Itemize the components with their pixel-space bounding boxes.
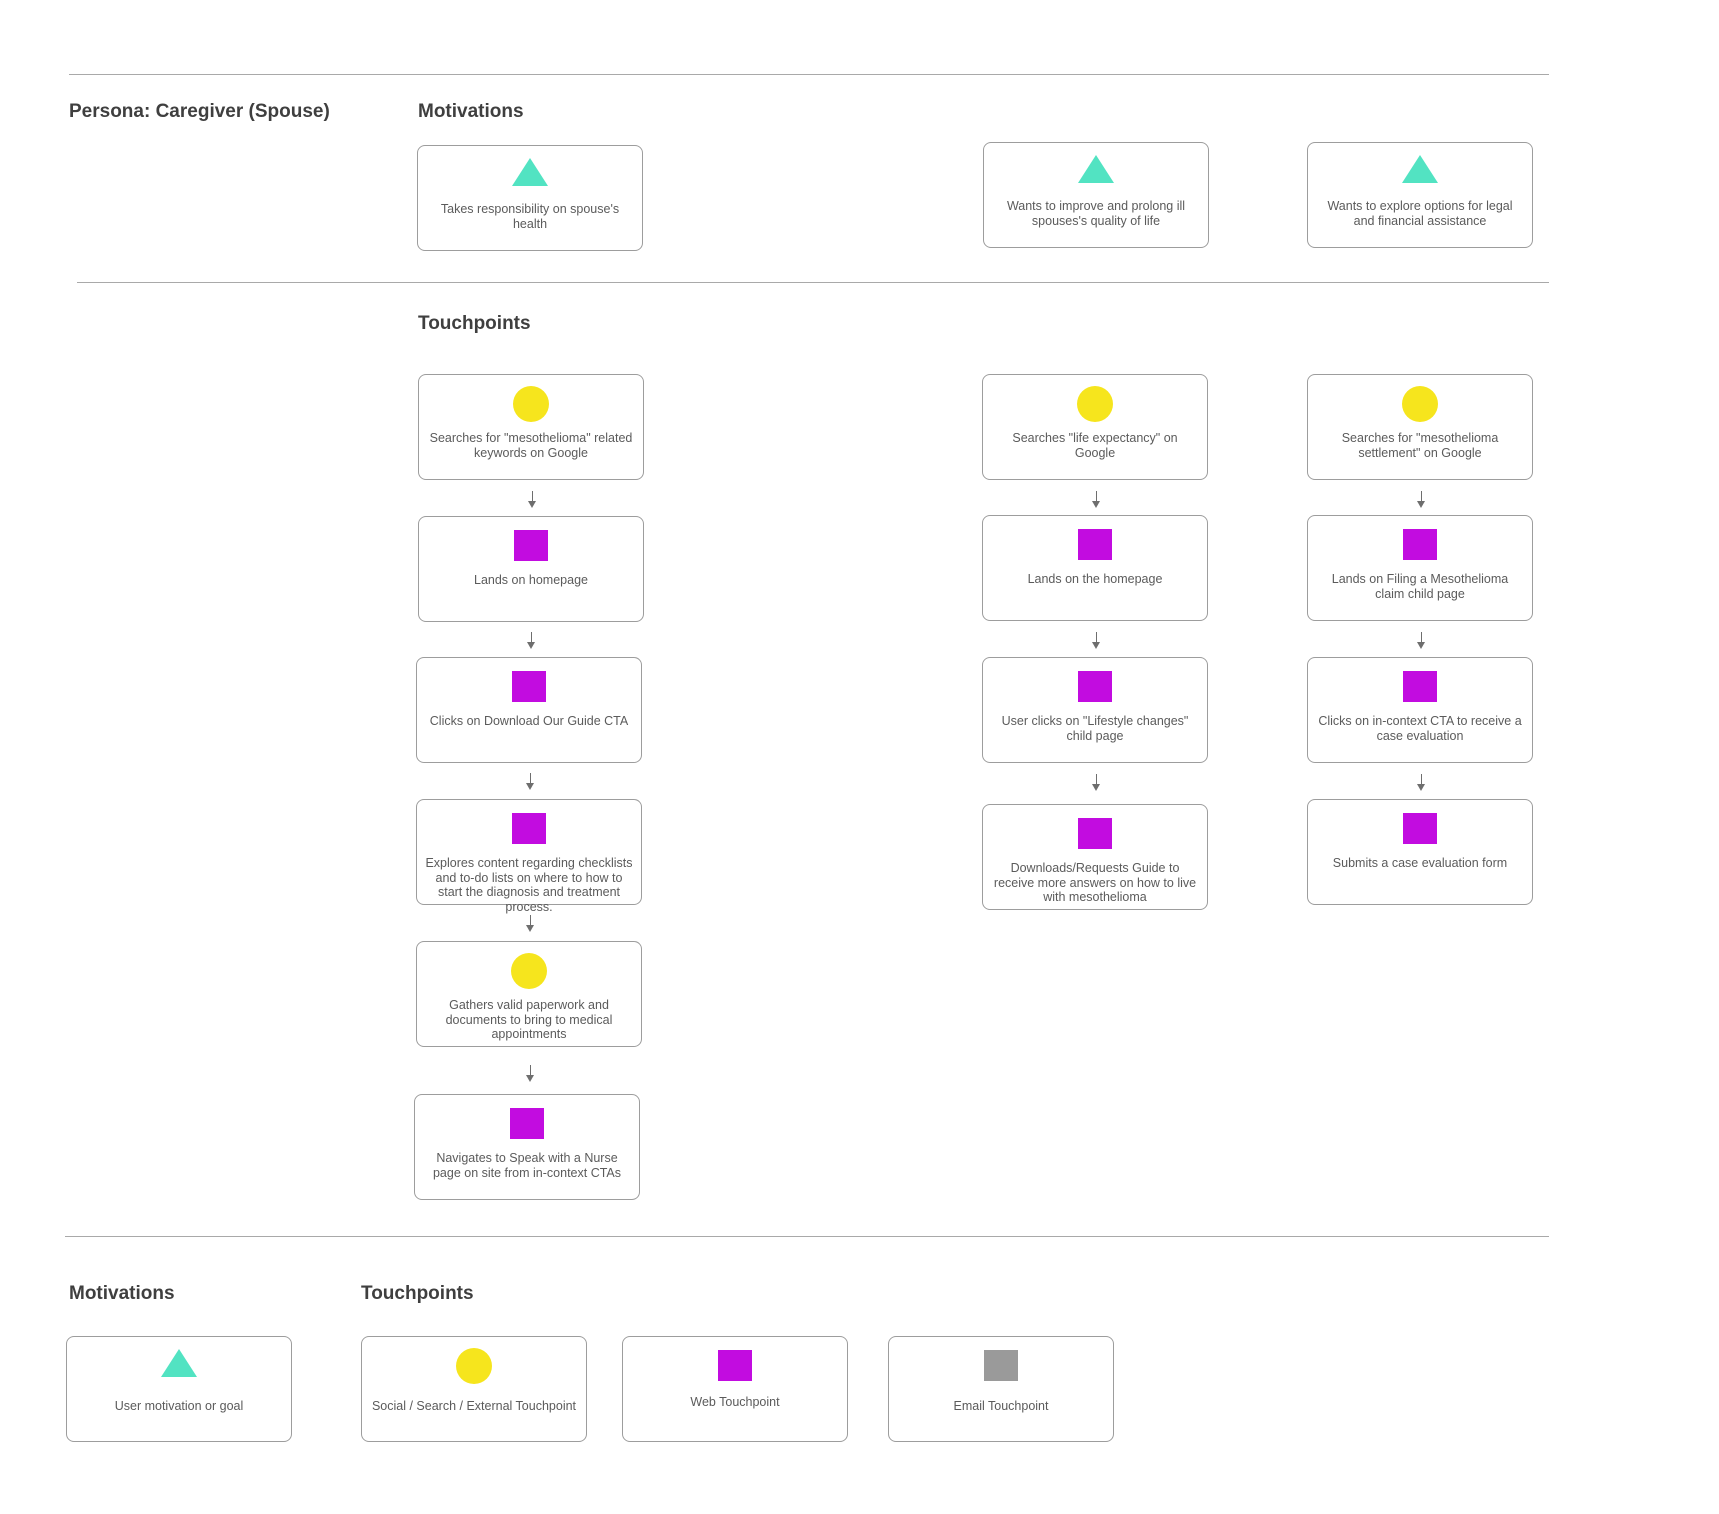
square-icon (1078, 671, 1112, 702)
motivation-card: Takes responsibility on spouse's health (417, 145, 643, 251)
card-label: Clicks on in-context CTA to receive a ca… (1318, 714, 1522, 743)
card-label: Takes responsibility on spouse's health (440, 202, 620, 231)
touchpoint-card: Gathers valid paperwork and documents to… (416, 941, 642, 1047)
card-label: Searches for "mesothelioma settlement" o… (1341, 431, 1499, 460)
touchpoint-card: Submits a case evaluation form (1307, 799, 1533, 905)
square-icon (718, 1350, 752, 1381)
flow-arrow-icon (526, 632, 536, 649)
square-icon (1078, 818, 1112, 849)
square-icon (512, 671, 546, 702)
card-label: Explores content regarding checklists an… (425, 856, 633, 914)
legend-email-card: Email Touchpoint (888, 1336, 1114, 1442)
card-label: Wants to explore options for legal and f… (1327, 199, 1513, 228)
circle-icon (513, 386, 549, 422)
legend-label: Web Touchpoint (690, 1395, 780, 1409)
email-square-icon (984, 1350, 1018, 1381)
touchpoints-heading: Touchpoints (418, 313, 531, 334)
legend-web-card: Web Touchpoint (622, 1336, 848, 1442)
card-label: Navigates to Speak with a Nurse page on … (432, 1151, 622, 1180)
touchpoint-card: Clicks on in-context CTA to receive a ca… (1307, 657, 1533, 763)
card-label: Gathers valid paperwork and documents to… (445, 998, 613, 1041)
persona-title: Persona: Caregiver (Spouse) (69, 101, 330, 122)
card-label: Searches for "mesothelioma" related keyw… (429, 431, 633, 460)
touchpoint-card: Downloads/Requests Guide to receive more… (982, 804, 1208, 910)
touchpoint-card: Navigates to Speak with a Nurse page on … (414, 1094, 640, 1200)
divider-top (69, 74, 1549, 75)
flow-arrow-icon (525, 773, 535, 790)
flow-arrow-icon (1091, 774, 1101, 791)
flow-arrow-icon (527, 491, 537, 508)
square-icon (514, 530, 548, 561)
flow-arrow-icon (525, 915, 535, 932)
triangle-icon (1078, 155, 1114, 183)
card-label: Submits a case evaluation form (1332, 856, 1508, 870)
square-icon (1403, 813, 1437, 844)
touchpoint-card: Explores content regarding checklists an… (416, 799, 642, 914)
card-label: User clicks on "Lifestyle changes" child… (1001, 714, 1189, 743)
circle-icon (456, 1348, 492, 1384)
circle-icon (1402, 386, 1438, 422)
card-label: Lands on the homepage (1027, 572, 1163, 586)
card-label: Lands on homepage (474, 573, 588, 587)
flow-arrow-icon (1416, 774, 1426, 791)
triangle-icon (161, 1349, 197, 1377)
flow-arrow-icon (1416, 632, 1426, 649)
square-icon (1403, 529, 1437, 560)
card-label: Searches "life expectancy" on Google (1012, 431, 1178, 460)
card-label: Wants to improve and prolong ill spouses… (1006, 199, 1186, 228)
motivation-card: Wants to explore options for legal and f… (1307, 142, 1533, 248)
legend-label: Social / Search / External Touchpoint (371, 1399, 577, 1413)
touchpoint-card: Searches for "mesothelioma" related keyw… (418, 374, 644, 480)
motivations-heading: Motivations (418, 101, 524, 122)
card-label: Clicks on Download Our Guide CTA (429, 714, 629, 728)
legend-motivation-card: User motivation or goal (66, 1336, 292, 1442)
touchpoint-card: Lands on homepage (418, 516, 644, 622)
motivation-card: Wants to improve and prolong ill spouses… (983, 142, 1209, 248)
card-label: Downloads/Requests Guide to receive more… (993, 861, 1197, 904)
triangle-icon (1402, 155, 1438, 183)
square-icon (512, 813, 546, 844)
legend-label: Email Touchpoint (953, 1399, 1049, 1413)
touchpoint-card: Lands on the homepage (982, 515, 1208, 621)
touchpoint-card: Searches for "mesothelioma settlement" o… (1307, 374, 1533, 480)
legend-social-card: Social / Search / External Touchpoint (361, 1336, 587, 1442)
square-icon (1403, 671, 1437, 702)
touchpoint-card: User clicks on "Lifestyle changes" child… (982, 657, 1208, 763)
touchpoint-card: Lands on Filing a Mesothelioma claim chi… (1307, 515, 1533, 621)
legend-motivations-heading: Motivations (69, 1283, 175, 1304)
circle-icon (1077, 386, 1113, 422)
touchpoint-card: Searches "life expectancy" on Google (982, 374, 1208, 480)
divider-mid (77, 282, 1549, 283)
flow-arrow-icon (1091, 491, 1101, 508)
touchpoint-card: Clicks on Download Our Guide CTA (416, 657, 642, 763)
square-icon (510, 1108, 544, 1139)
flow-arrow-icon (1416, 491, 1426, 508)
circle-icon (511, 953, 547, 989)
flow-arrow-icon (1091, 632, 1101, 649)
legend-touchpoints-heading: Touchpoints (361, 1283, 474, 1304)
flow-arrow-icon (525, 1065, 535, 1082)
card-label: Lands on Filing a Mesothelioma claim chi… (1331, 572, 1509, 601)
square-icon (1078, 529, 1112, 560)
legend-label: User motivation or goal (114, 1399, 244, 1413)
divider-bottom (65, 1236, 1549, 1237)
triangle-icon (512, 158, 548, 186)
